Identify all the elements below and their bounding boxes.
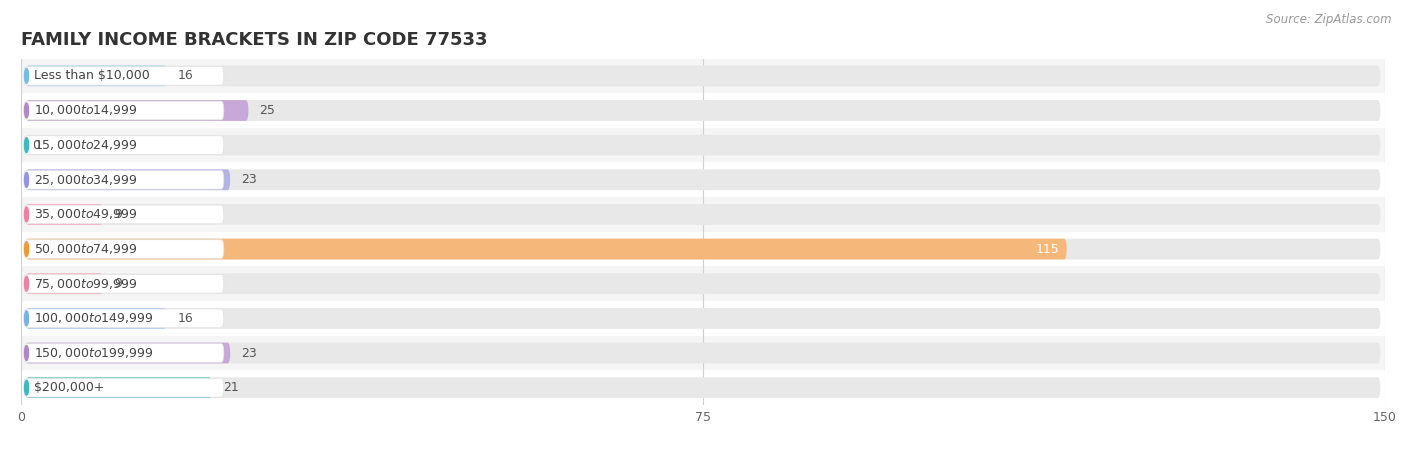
FancyBboxPatch shape [25,308,1381,329]
Bar [21,58,1385,93]
Text: Less than $10,000: Less than $10,000 [34,69,149,82]
FancyBboxPatch shape [25,273,103,294]
FancyBboxPatch shape [24,205,224,224]
Bar [21,128,1385,162]
Bar [21,93,1385,128]
Text: $100,000 to $149,999: $100,000 to $149,999 [34,311,153,325]
FancyBboxPatch shape [24,309,224,328]
FancyBboxPatch shape [25,238,1381,260]
Text: $200,000+: $200,000+ [34,381,104,394]
FancyBboxPatch shape [25,204,103,225]
Circle shape [24,242,28,256]
FancyBboxPatch shape [24,344,224,362]
Circle shape [24,207,28,222]
Text: $15,000 to $24,999: $15,000 to $24,999 [34,138,138,152]
FancyBboxPatch shape [25,377,1381,398]
Circle shape [24,346,28,360]
Text: $25,000 to $34,999: $25,000 to $34,999 [34,173,138,187]
Text: 115: 115 [1036,243,1059,256]
Text: Source: ZipAtlas.com: Source: ZipAtlas.com [1267,14,1392,27]
FancyBboxPatch shape [25,342,231,364]
Bar [21,336,1385,370]
FancyBboxPatch shape [25,100,249,121]
Text: 16: 16 [177,69,193,82]
Circle shape [24,68,28,83]
Circle shape [24,276,28,291]
Bar [21,232,1385,266]
FancyBboxPatch shape [24,67,224,85]
Text: 9: 9 [114,208,122,221]
Text: $75,000 to $99,999: $75,000 to $99,999 [34,277,138,291]
FancyBboxPatch shape [25,273,1381,294]
FancyBboxPatch shape [24,101,224,120]
FancyBboxPatch shape [25,135,1381,156]
Text: 23: 23 [240,346,257,360]
FancyBboxPatch shape [25,238,1067,260]
Circle shape [24,138,28,153]
Bar [21,266,1385,301]
FancyBboxPatch shape [25,65,166,86]
Circle shape [24,311,28,326]
FancyBboxPatch shape [25,169,1381,190]
Text: $35,000 to $49,999: $35,000 to $49,999 [34,207,138,221]
Text: $10,000 to $14,999: $10,000 to $14,999 [34,104,138,117]
Text: 9: 9 [114,277,122,290]
FancyBboxPatch shape [25,342,1381,364]
Circle shape [24,380,28,395]
Text: FAMILY INCOME BRACKETS IN ZIP CODE 77533: FAMILY INCOME BRACKETS IN ZIP CODE 77533 [21,31,488,49]
Bar [21,301,1385,336]
Text: 16: 16 [177,312,193,325]
Circle shape [24,172,28,187]
FancyBboxPatch shape [24,136,224,154]
Text: 0: 0 [32,139,39,152]
FancyBboxPatch shape [25,169,231,190]
Bar [21,370,1385,405]
FancyBboxPatch shape [25,65,1381,86]
FancyBboxPatch shape [24,240,224,258]
Text: $150,000 to $199,999: $150,000 to $199,999 [34,346,153,360]
Circle shape [24,103,28,118]
Text: 25: 25 [259,104,276,117]
Text: 23: 23 [240,173,257,186]
Text: $50,000 to $74,999: $50,000 to $74,999 [34,242,138,256]
FancyBboxPatch shape [25,204,1381,225]
FancyBboxPatch shape [25,100,1381,121]
FancyBboxPatch shape [24,171,224,189]
Bar [21,162,1385,197]
FancyBboxPatch shape [24,274,224,293]
FancyBboxPatch shape [25,308,166,329]
Text: 21: 21 [224,381,239,394]
FancyBboxPatch shape [24,378,224,397]
Bar [21,197,1385,232]
FancyBboxPatch shape [25,377,212,398]
